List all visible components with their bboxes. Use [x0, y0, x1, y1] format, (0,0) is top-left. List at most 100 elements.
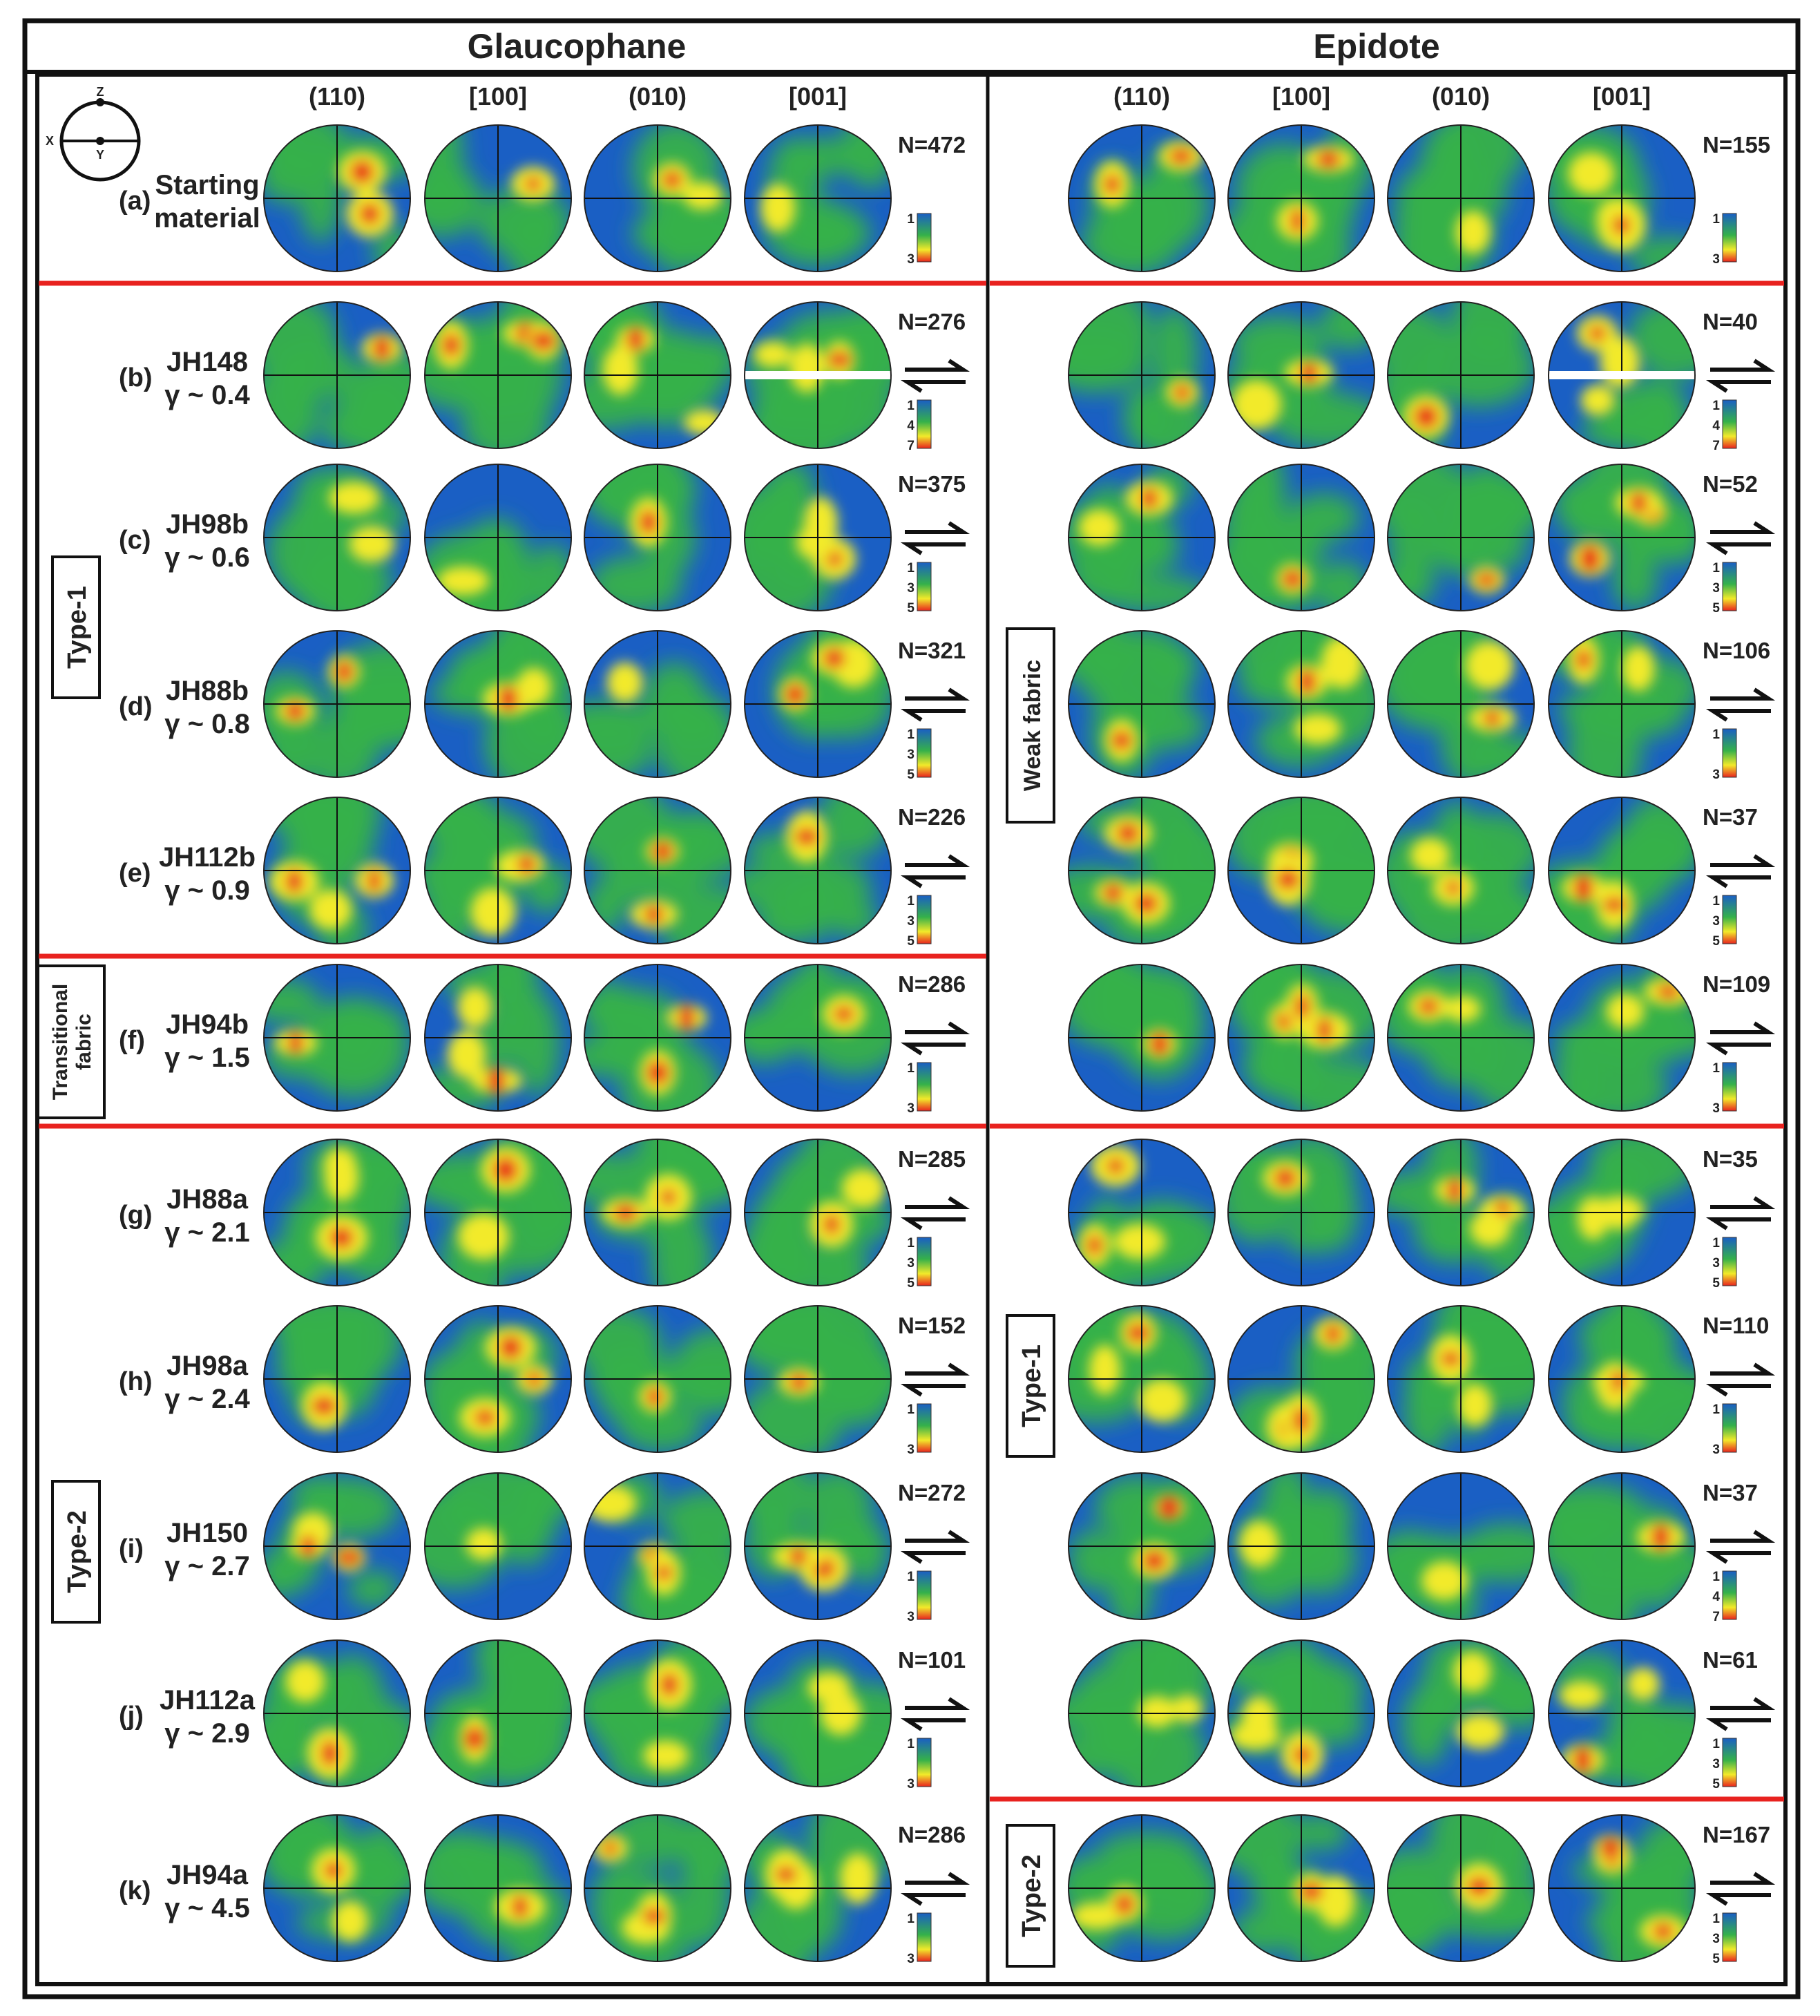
epidote-color-scale-j-tick: 3 — [1712, 1757, 1720, 1771]
group-label-epidote-weak: Weak fabric — [1006, 627, 1055, 824]
glaucophane-pole-figure-c-2 — [584, 464, 731, 611]
glaucophane-header-010: (010) — [629, 82, 687, 111]
glaucophane-pole-figure-g-1 — [424, 1139, 572, 1286]
glaucophane-color-scale-e-tick: 3 — [907, 914, 914, 929]
epidote-n-count-i: N=37 — [1703, 1480, 1758, 1505]
epidote-pole-figure-b-3 — [1548, 301, 1696, 449]
epidote-header-100: [100] — [1272, 82, 1330, 111]
glaucophane-color-scale-k-tick: 3 — [907, 1952, 914, 1966]
epidote-color-scale-a-tick: 1 — [1712, 212, 1720, 227]
glaucophane-header-001: [001] — [789, 82, 847, 111]
epidote-pole-figure-h-3 — [1548, 1305, 1696, 1453]
epidote-pole-figure-e-2 — [1387, 797, 1535, 944]
epidote-color-scale-e-tick: 3 — [1712, 914, 1720, 929]
epidote-pole-figure-g-0 — [1068, 1139, 1216, 1286]
epidote-pole-figure-c-1 — [1227, 464, 1375, 611]
epidote-pole-figure-d-0 — [1068, 630, 1216, 778]
glaucophane-shear-strain-j: γ ~ 2.9 — [164, 1718, 249, 1749]
epidote-n-count-f: N=109 — [1703, 971, 1770, 997]
epidote-header-001: [001] — [1593, 82, 1651, 111]
glaucophane-color-scale-b-tick: 1 — [907, 399, 914, 413]
epidote-pole-figure-i-3 — [1548, 1472, 1696, 1620]
glaucophane-color-scale-a-tick: 3 — [907, 252, 914, 267]
epidote-color-scale-h-tick: 3 — [1712, 1443, 1720, 1457]
epidote-color-scale-c-tick: 1 — [1712, 561, 1720, 576]
epidote-color-scale-k: 1 3 5 — [1712, 1912, 1737, 1966]
glaucophane-pole-figure-j-1 — [424, 1639, 572, 1787]
glaucophane-pole-figure-i-1 — [424, 1472, 572, 1620]
epidote-shear-arrows-k — [1705, 1872, 1776, 1906]
epidote-pole-figure-h-0 — [1068, 1305, 1216, 1453]
epidote-color-scale-f-tick: 1 — [1712, 1061, 1720, 1076]
glaucophane-n-count-e: N=226 — [898, 804, 966, 830]
epidote-color-scale-b-tick: 1 — [1712, 399, 1720, 413]
glaucophane-color-scale-g-tick: 3 — [907, 1256, 914, 1271]
glaucophane-pole-figure-a-0 — [263, 124, 411, 272]
glaucophane-sample-name-e: JH112b — [159, 842, 256, 873]
glaucophane-color-scale-d-tick: 1 — [907, 728, 914, 742]
epidote-pole-figure-a-0 — [1068, 124, 1216, 272]
glaucophane-row-label-f: (f) — [119, 1026, 145, 1055]
glaucophane-shear-strain-g: γ ~ 2.1 — [164, 1217, 249, 1248]
glaucophane-color-scale-b-tick: 7 — [907, 439, 914, 453]
glaucophane-pole-figure-g-3 — [744, 1139, 892, 1286]
glaucophane-shear-arrows-h — [900, 1362, 970, 1397]
glaucophane-color-scale-c: 1 3 5 — [907, 561, 932, 616]
glaucophane-pole-figure-a-1 — [424, 124, 572, 272]
glaucophane-pole-figure-b-0 — [263, 301, 411, 449]
epidote-color-scale-g-tick: 1 — [1712, 1236, 1720, 1251]
glaucophane-color-scale-g-tick: 1 — [907, 1236, 914, 1251]
glaucophane-color-scale-h-tick: 1 — [907, 1402, 914, 1417]
epidote-color-scale-a-tick: 3 — [1712, 252, 1720, 267]
glaucophane-row-label-d: (d) — [119, 692, 153, 721]
glaucophane-type2-text: Type-2 — [63, 1510, 92, 1593]
glaucophane-pole-figure-h-3 — [744, 1305, 892, 1453]
glaucophane-color-scale-k: 13 — [907, 1912, 932, 1966]
glaucophane-pole-figure-g-2 — [584, 1139, 731, 1286]
epidote-pole-figure-f-1 — [1227, 964, 1375, 1112]
glaucophane-color-scale-d: 1 3 5 — [907, 728, 932, 782]
epidote-shear-arrows-b — [1705, 359, 1776, 393]
glaucophane-color-scale-i-tick: 1 — [907, 1570, 914, 1584]
epidote-color-scale-e-tick: 5 — [1712, 934, 1720, 949]
epidote-pole-figure-i-2 — [1387, 1472, 1535, 1620]
glaucophane-sample-name-g: JH88a — [166, 1184, 249, 1215]
epidote-color-scale-k-tick: 3 — [1712, 1932, 1720, 1946]
glaucophane-pole-figure-h-2 — [584, 1305, 731, 1453]
epidote-color-scale-c-tick: 5 — [1712, 601, 1720, 616]
glaucophane-color-scale-h-tick: 3 — [907, 1443, 914, 1457]
glaucophane-color-scale-c-tick: 1 — [907, 561, 914, 576]
epidote-n-count-k: N=167 — [1703, 1822, 1770, 1847]
glaucophane-pole-figure-k-0 — [263, 1814, 411, 1962]
column-headers: (110) [100] (010) [001] (110) [100] (010… — [309, 82, 1651, 111]
epidote-pole-figure-e-0 — [1068, 797, 1216, 944]
epidote-color-scale-c: 1 3 5 — [1712, 561, 1737, 616]
glaucophane-color-scale-c-tick: 3 — [907, 581, 914, 596]
epidote-pole-figure-b-0 — [1068, 301, 1216, 449]
glaucophane-pole-figure-h-1 — [424, 1305, 572, 1453]
glaucophane-n-count-c: N=375 — [898, 471, 966, 497]
glaucophane-row-label-e: (e) — [119, 859, 151, 888]
glaucophane-color-scale-b: 1 4 7 — [907, 399, 932, 453]
glaucophane-shear-arrows-e — [900, 854, 970, 888]
epidote-pole-figure-g-3 — [1548, 1139, 1696, 1286]
glaucophane-title: Glaucophane — [468, 27, 687, 66]
glaucophane-pole-figure-a-2 — [584, 124, 731, 272]
epidote-n-count-j: N=61 — [1703, 1647, 1758, 1673]
group-label-epidote-type1: Type-1 — [1006, 1314, 1055, 1458]
epidote-color-scale-b-tick: 4 — [1712, 419, 1720, 433]
glaucophane-transitional-text-2: fabric — [73, 1014, 95, 1070]
epidote-title: Epidote — [1313, 27, 1439, 66]
glaucophane-color-scale-f: 13 — [907, 1061, 932, 1116]
glaucophane-header-100: [100] — [469, 82, 527, 111]
epidote-pole-figure-k-1 — [1227, 1814, 1375, 1962]
glaucophane-color-scale-b-tick: 4 — [907, 419, 914, 433]
glaucophane-pole-figure-i-2 — [584, 1472, 731, 1620]
glaucophane-n-count-k: N=286 — [898, 1822, 966, 1847]
glaucophane-sample-name-c: JH98b — [166, 509, 249, 540]
epidote-color-scale-f: 13 — [1712, 1061, 1737, 1116]
glaucophane-shear-strain-e: γ ~ 0.9 — [164, 875, 249, 906]
group-label-glaucophane-transitional: Transitional fabric — [37, 964, 106, 1119]
